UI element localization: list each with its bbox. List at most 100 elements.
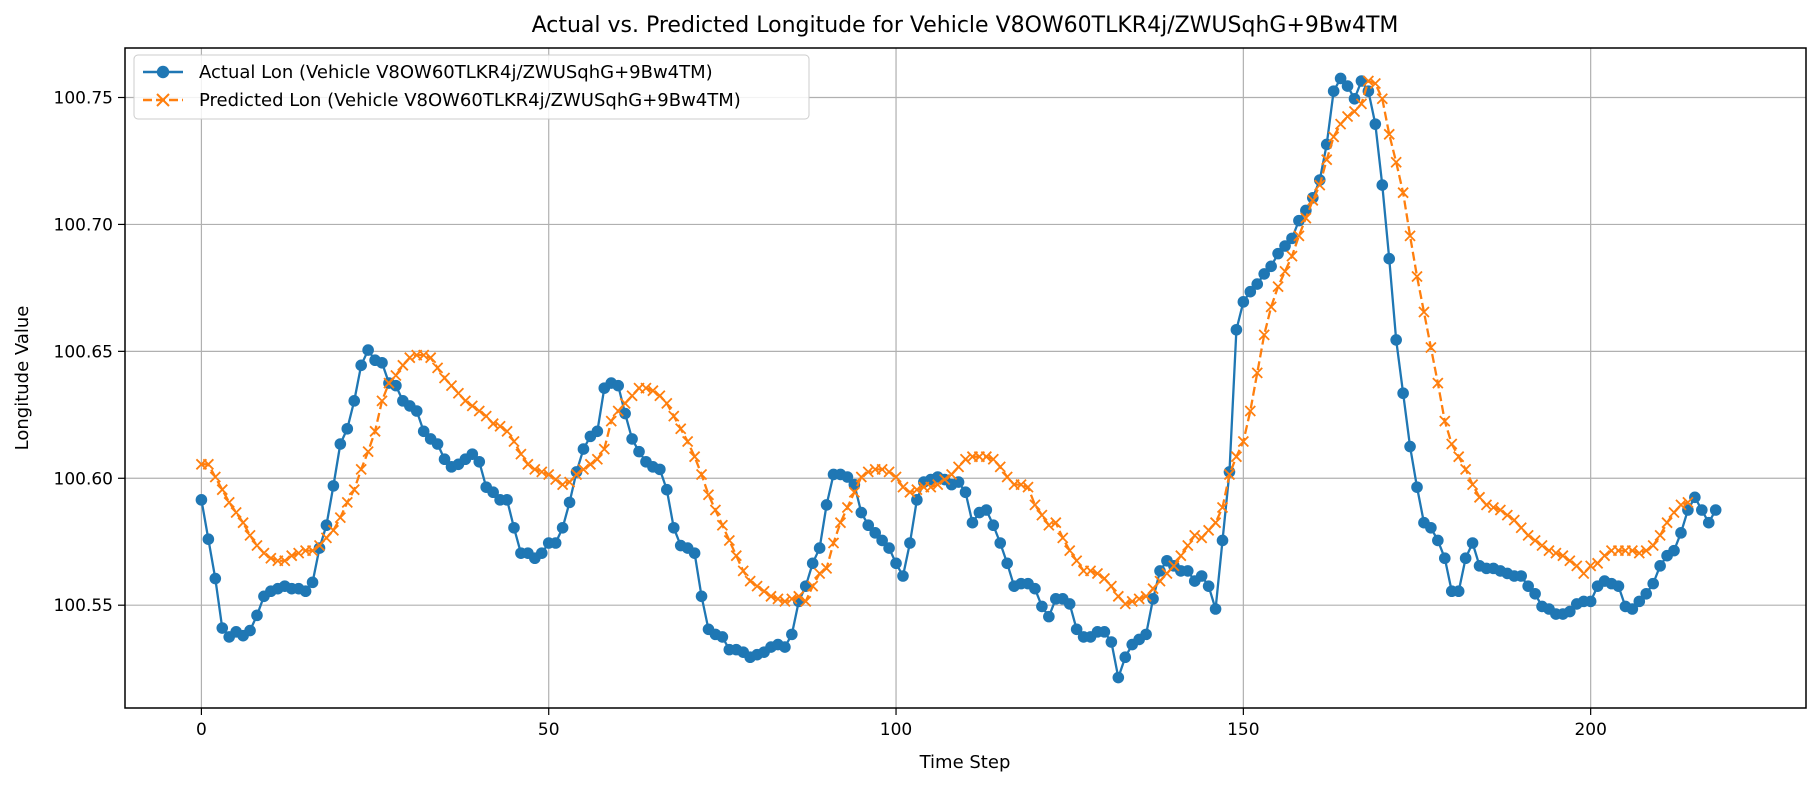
data-point — [1084, 565, 1097, 577]
data-point — [1494, 504, 1506, 516]
data-point — [1098, 626, 1111, 638]
data-point — [820, 499, 833, 511]
data-point — [1529, 534, 1541, 547]
data-point — [1015, 478, 1027, 491]
data-point — [202, 458, 214, 470]
data-point — [890, 471, 902, 483]
data-point — [1536, 539, 1548, 552]
data-point — [1459, 552, 1472, 565]
data-point — [883, 466, 895, 478]
data-point — [1515, 570, 1527, 582]
x-tick-label: 0 — [196, 720, 207, 740]
data-point — [1647, 577, 1659, 590]
data-point — [904, 537, 916, 549]
data-point — [605, 415, 617, 427]
data-point — [1140, 628, 1152, 641]
data-point — [876, 463, 888, 476]
grid-lines — [125, 48, 1806, 708]
data-point — [244, 624, 256, 637]
data-point — [1390, 334, 1402, 346]
data-point — [1223, 468, 1236, 481]
data-point — [1321, 154, 1333, 166]
y-tick-label: 100.65 — [54, 342, 113, 362]
data-point — [709, 504, 722, 516]
plot-series — [195, 72, 1722, 684]
data-point — [897, 481, 909, 493]
data-point — [1522, 529, 1534, 542]
data-point — [1036, 600, 1048, 613]
data-point — [654, 463, 666, 476]
data-point — [1300, 212, 1312, 224]
data-point — [1487, 501, 1500, 514]
data-point — [695, 590, 708, 603]
data-point — [1286, 232, 1298, 245]
data-point — [1612, 580, 1625, 592]
data-point — [1369, 77, 1381, 90]
data-point — [855, 471, 867, 483]
data-point — [334, 438, 347, 450]
data-point — [438, 453, 451, 466]
data-point — [1328, 131, 1340, 143]
data-point — [1209, 603, 1222, 615]
data-point — [1189, 529, 1201, 542]
data-point — [431, 438, 444, 450]
data-point — [855, 506, 868, 519]
data-point — [209, 471, 221, 483]
data-point — [1071, 555, 1083, 567]
data-point — [1383, 252, 1396, 265]
data-point — [1404, 230, 1416, 242]
data-point — [1022, 481, 1034, 493]
data-point — [1480, 499, 1493, 511]
x-tick-label: 150 — [1227, 720, 1259, 740]
data-point — [543, 468, 555, 481]
data-point — [1438, 552, 1451, 565]
data-point — [348, 484, 360, 496]
data-point — [1557, 550, 1569, 562]
data-point — [306, 544, 319, 557]
data-point — [508, 521, 520, 534]
data-point — [501, 494, 513, 506]
data-point — [473, 405, 485, 417]
data-point — [390, 369, 402, 382]
axes: 0 50 100 150 200 100.55 100.60 100.65 100.70 100.… — [54, 89, 1607, 741]
data-point — [556, 521, 569, 534]
data-point — [1244, 285, 1257, 298]
data-point — [473, 455, 486, 468]
data-point — [216, 622, 229, 634]
data-point — [362, 344, 374, 356]
data-point — [348, 395, 361, 407]
legend-label-actual: Actual Lon (Vehicle V8OW60TLKR4j/ZWUSqhG… — [199, 62, 713, 83]
data-point — [1348, 92, 1361, 105]
data-point — [522, 458, 534, 470]
data-point — [369, 425, 381, 437]
data-point — [612, 379, 624, 392]
data-point — [515, 448, 527, 460]
data-point — [1154, 565, 1166, 577]
data-point — [1640, 544, 1652, 557]
data-point — [1675, 499, 1687, 511]
data-point — [1251, 278, 1264, 290]
data-point — [1119, 651, 1132, 664]
data-point — [1126, 595, 1138, 608]
data-point — [1376, 93, 1388, 105]
data-point — [633, 445, 645, 458]
data-point — [1529, 587, 1541, 600]
data-point — [1689, 491, 1701, 504]
data-point — [1105, 636, 1118, 648]
x-tick-label: 50 — [538, 720, 560, 740]
data-point — [1432, 534, 1444, 547]
data-point — [1640, 587, 1653, 600]
data-point — [1661, 517, 1673, 529]
data-point — [1584, 595, 1597, 608]
data-point — [1543, 544, 1555, 557]
data-point — [869, 527, 881, 539]
data-point — [1355, 98, 1368, 110]
data-point — [1501, 509, 1513, 521]
data-point — [1397, 387, 1409, 400]
data-point — [1029, 499, 1041, 511]
data-point — [584, 458, 597, 470]
data-point — [1466, 478, 1479, 491]
data-point — [1258, 268, 1270, 280]
